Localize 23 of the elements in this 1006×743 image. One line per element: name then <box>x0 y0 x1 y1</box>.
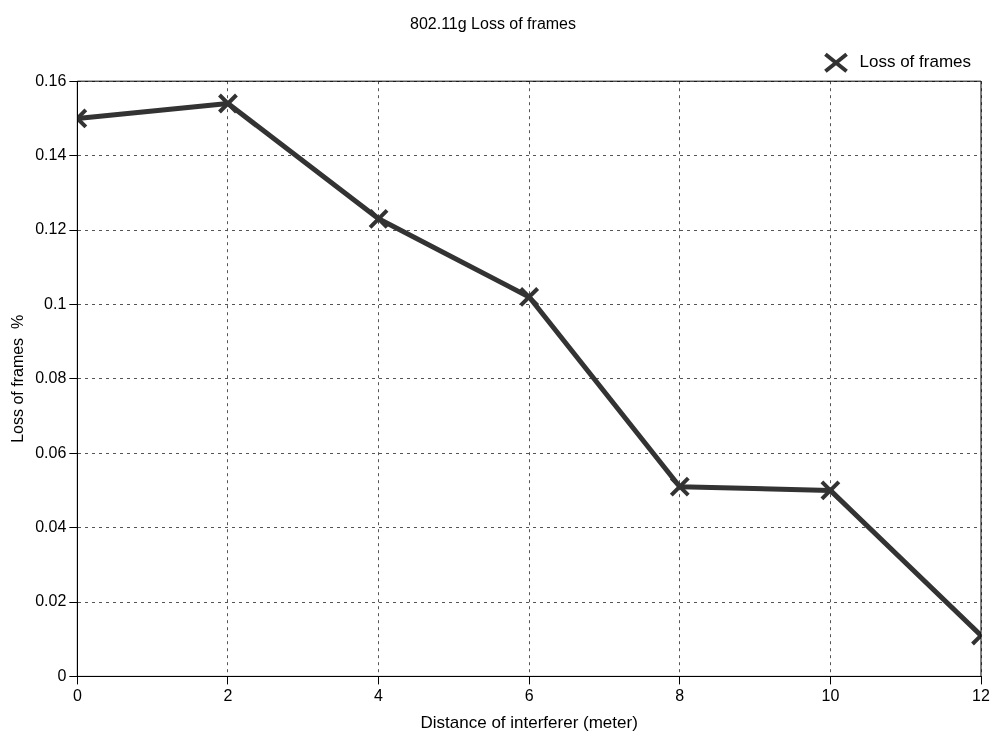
y-tick-label: 0.02 <box>35 592 67 610</box>
y-tick-label: 0.06 <box>35 443 67 461</box>
x-tick-label: 10 <box>821 687 840 705</box>
y-tick-label: 0.08 <box>35 369 67 387</box>
legend-label: Loss of frames <box>859 52 972 72</box>
y-axis-title: Loss of frames % <box>9 314 27 443</box>
x-tick-label: 12 <box>972 687 990 705</box>
y-tick-label: 0.14 <box>35 146 67 164</box>
y-tick-label: 0.1 <box>44 294 67 312</box>
x-tick-label: 6 <box>524 687 534 705</box>
point <box>669 476 691 498</box>
y-tick-label: 0.04 <box>35 518 67 536</box>
y-tick-label: 0.12 <box>35 220 67 238</box>
point <box>368 208 390 230</box>
point <box>518 286 540 308</box>
x-tick-label: 8 <box>675 687 685 705</box>
x-axis-title: Distance of interferer (meter) <box>420 713 638 733</box>
y-tick-label: 0.16 <box>35 71 67 89</box>
chart-title: 802.11g Loss of frames <box>409 15 577 33</box>
x-tick-label: 2 <box>223 687 233 705</box>
x-tick-label: 4 <box>374 687 384 705</box>
y-tick-label: 0 <box>57 666 67 684</box>
x-tick-label: 0 <box>72 687 82 705</box>
